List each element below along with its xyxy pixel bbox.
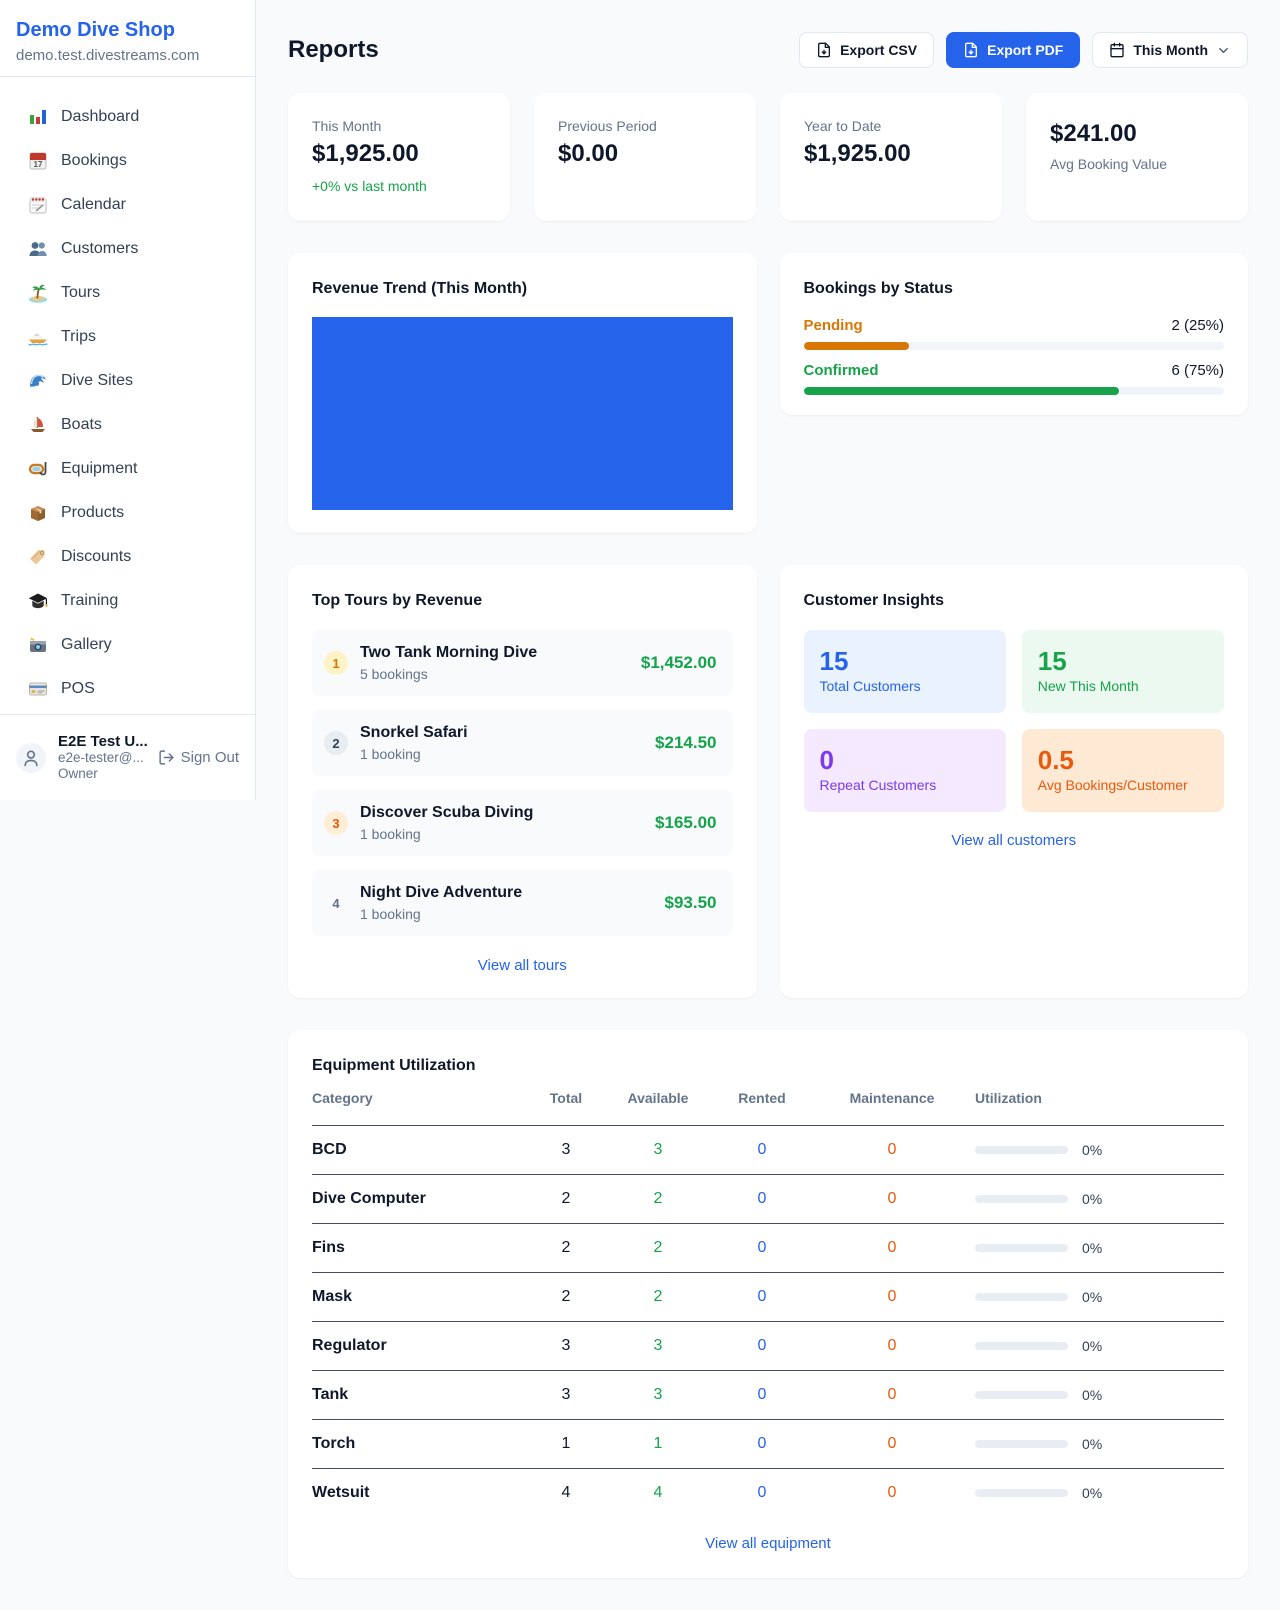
svg-text:17: 17 [34, 160, 43, 169]
